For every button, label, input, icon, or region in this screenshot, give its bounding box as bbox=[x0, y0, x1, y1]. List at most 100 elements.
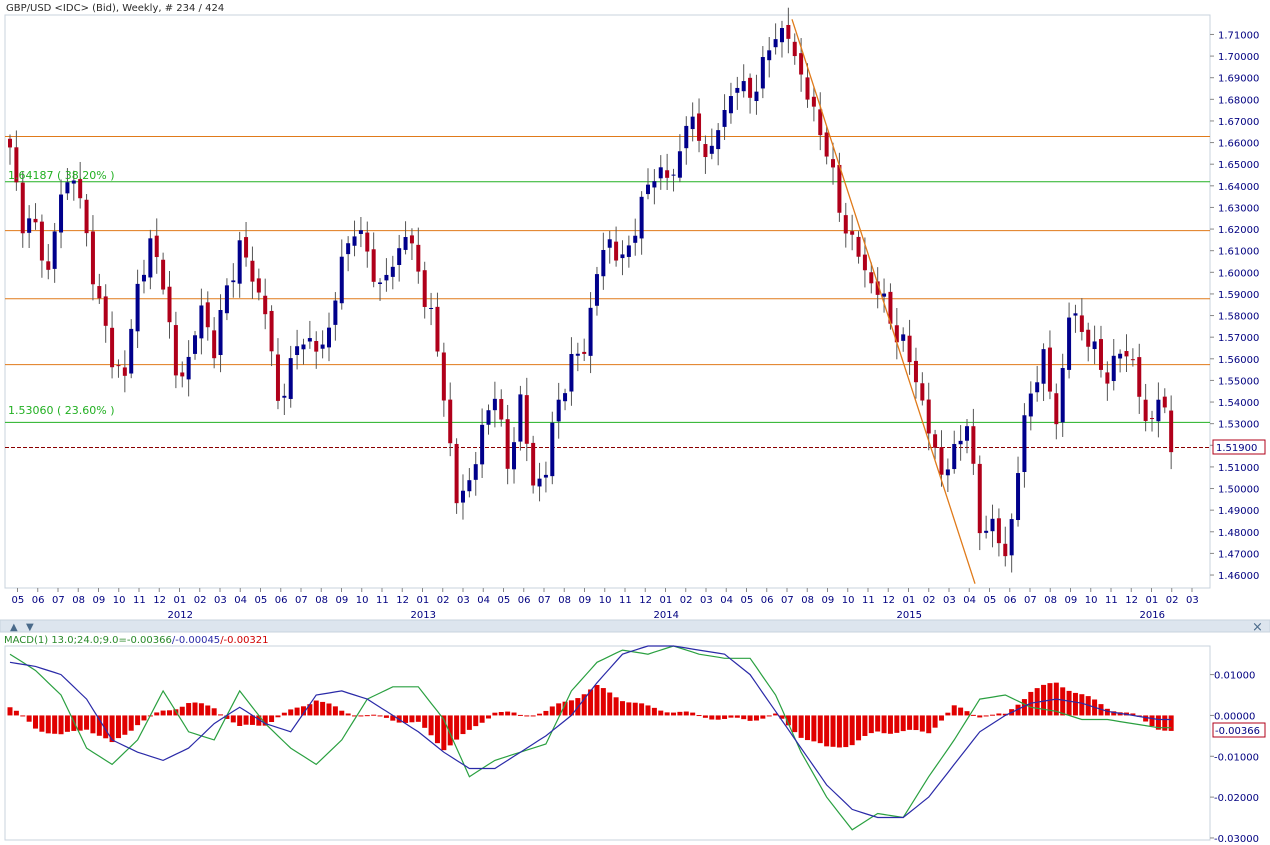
bull-candle bbox=[1041, 349, 1046, 384]
month-tick-label: 11 bbox=[862, 595, 875, 606]
bull-candle bbox=[728, 96, 733, 114]
month-tick-label: 03 bbox=[1186, 595, 1199, 606]
price-tick-label: 1.66000 bbox=[1218, 139, 1259, 150]
bull-candle bbox=[1067, 317, 1072, 370]
macd-hist-bar bbox=[1047, 683, 1053, 716]
bear-candle bbox=[805, 77, 810, 100]
macd-hist-bar bbox=[619, 701, 625, 716]
macd-tick-label: -0.03000 bbox=[1214, 834, 1259, 845]
macd-hist-bar bbox=[671, 712, 677, 716]
macd-hist-bar bbox=[805, 715, 810, 741]
bull-candle bbox=[358, 230, 363, 234]
macd-hist-bar bbox=[249, 715, 255, 725]
macd-hist-bar bbox=[964, 711, 970, 716]
macd-tick-label: -0.02000 bbox=[1214, 793, 1259, 804]
bull-candle bbox=[575, 353, 580, 356]
bear-candle bbox=[78, 179, 83, 199]
macd-current-tag: -0.00366 bbox=[1212, 722, 1266, 738]
macd-hist-bar bbox=[1111, 711, 1117, 716]
bull-candle bbox=[307, 338, 312, 342]
month-tick-label: 01 bbox=[174, 595, 187, 606]
close-panel-icon[interactable]: × bbox=[1252, 620, 1263, 635]
bull-candle bbox=[965, 426, 969, 441]
macd-axis: 0.01000 0.00000 -0.01000 -0.02000 -0.03000 bbox=[1210, 671, 1259, 845]
bull-candle bbox=[556, 399, 561, 422]
macd-hist-bar bbox=[996, 713, 1002, 716]
main-plot-area[interactable] bbox=[4, 14, 1211, 589]
bear-candle bbox=[314, 341, 319, 352]
collapse-up-icon[interactable]: ▲ bbox=[10, 622, 18, 633]
bear-candle bbox=[409, 235, 414, 244]
macd-hist-bar bbox=[186, 703, 192, 716]
bull-candle bbox=[148, 238, 153, 278]
bull-candle bbox=[301, 344, 306, 350]
macd-hist-bar bbox=[122, 715, 128, 735]
bull-candle bbox=[199, 305, 204, 339]
macd-hist-bar bbox=[773, 713, 779, 716]
macd-hist-bar bbox=[639, 703, 645, 716]
bull-candle bbox=[716, 130, 721, 150]
macd-hist-bar bbox=[1155, 715, 1161, 730]
macd-hist-bar bbox=[409, 715, 415, 723]
bear-candle bbox=[244, 237, 249, 258]
bull-candle bbox=[594, 274, 599, 306]
bear-candle bbox=[33, 218, 38, 223]
macd-hist-bar bbox=[1149, 715, 1155, 727]
month-tick-label: 11 bbox=[133, 595, 146, 606]
month-tick-label: 08 bbox=[558, 595, 571, 606]
macd-hist-bar bbox=[1002, 713, 1008, 716]
bull-candle bbox=[384, 274, 389, 281]
bear-candle bbox=[837, 164, 842, 213]
month-tick-label: 12 bbox=[153, 595, 166, 606]
macd-hist-bar bbox=[90, 715, 96, 734]
macd-hist-bar bbox=[811, 715, 817, 742]
macd-hist-bar bbox=[377, 715, 383, 717]
bull-candle bbox=[1060, 368, 1065, 423]
panel-controls: ▲ ▼ × bbox=[10, 620, 1263, 635]
macd-hist-bar bbox=[543, 710, 549, 716]
bull-candle bbox=[71, 180, 76, 184]
price-tick-label: 1.61000 bbox=[1218, 247, 1259, 258]
bear-candle bbox=[971, 426, 976, 464]
macd-hist-bar bbox=[887, 715, 893, 734]
month-tick-label: 06 bbox=[275, 595, 288, 606]
month-tick-label: 11 bbox=[619, 595, 632, 606]
macd-hist-bar bbox=[294, 707, 300, 716]
month-tick-label: 02 bbox=[194, 595, 207, 606]
bull-candle bbox=[671, 174, 676, 176]
month-tick-label: 02 bbox=[923, 595, 936, 606]
macd-plot-area[interactable] bbox=[4, 645, 1211, 841]
macd-hist-bar bbox=[339, 710, 345, 716]
panel-divider[interactable] bbox=[0, 619, 1270, 633]
price-tick-label: 1.67000 bbox=[1218, 117, 1259, 128]
month-tick-label: 07 bbox=[538, 595, 551, 606]
time-axis: 05 06 07 08 09 10 11 12 01 02 03 04 05 06 07 08 09 10 11 12… bbox=[12, 588, 1199, 621]
macd-hist-bar bbox=[358, 715, 364, 717]
bear-candle bbox=[894, 325, 899, 343]
bear-candle bbox=[205, 302, 210, 328]
price-tick-label: 1.54000 bbox=[1218, 398, 1259, 409]
macd-hist-bar bbox=[741, 715, 747, 720]
bull-candle bbox=[288, 358, 293, 399]
macd-hist-bar bbox=[352, 715, 358, 717]
macd-hist-bar bbox=[900, 715, 906, 732]
bull-candle bbox=[333, 300, 338, 325]
bull-candle bbox=[282, 395, 287, 398]
macd-hist-bar bbox=[683, 711, 689, 716]
macd-hist-bar bbox=[932, 715, 938, 728]
bear-candle bbox=[786, 24, 791, 39]
expand-down-icon[interactable]: ▼ bbox=[26, 622, 34, 633]
bull-candle bbox=[658, 167, 663, 179]
bull-candle bbox=[403, 237, 408, 250]
macd-hist-bar bbox=[511, 712, 517, 716]
bull-candle bbox=[1073, 313, 1078, 316]
month-tick-label: 09 bbox=[336, 595, 349, 606]
price-tick-label: 1.60000 bbox=[1218, 268, 1259, 279]
macd-hist-bar bbox=[990, 714, 996, 716]
macd-hist-bar bbox=[830, 715, 836, 747]
month-tick-label: 04 bbox=[234, 595, 247, 606]
bear-candle bbox=[416, 244, 421, 272]
bull-candle bbox=[952, 443, 957, 470]
macd-hist-bar bbox=[568, 700, 574, 716]
